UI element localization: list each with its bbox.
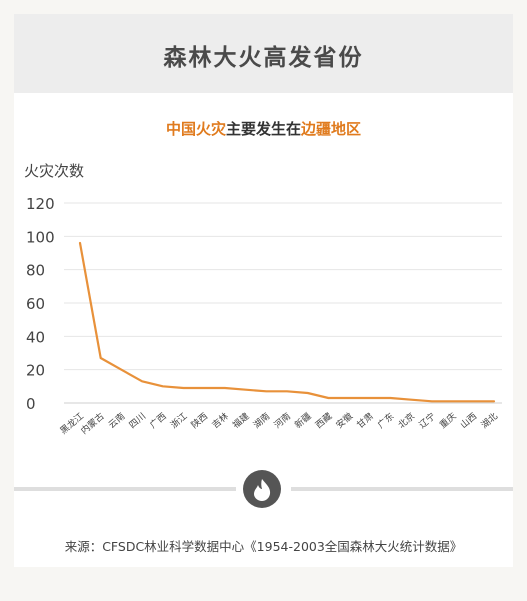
x-tick-label: 重庆 bbox=[437, 410, 459, 431]
page-title: 森林大火高发省份 bbox=[163, 45, 364, 71]
logo bbox=[243, 470, 281, 508]
flame-icon bbox=[254, 479, 271, 501]
x-tick-label: 西藏 bbox=[313, 410, 335, 431]
x-tick-label: 湖南 bbox=[251, 410, 273, 431]
x-tick-label: 河南 bbox=[271, 410, 293, 431]
x-tick-label: 四川 bbox=[128, 412, 148, 431]
subtitle-middle: 主要发生在 bbox=[225, 120, 301, 138]
x-tick-label: 浙江 bbox=[168, 410, 190, 431]
line-chart: 020406080100120黑龙江内蒙古 云南 四川 广西 浙江 陕西 吉林 福建 湖南 河南新… bbox=[26, 195, 502, 437]
divider bbox=[14, 470, 513, 508]
x-tick-label: 湖北 bbox=[479, 411, 500, 431]
subtitle-highlight-2: 边疆地区 bbox=[301, 120, 362, 138]
x-tick-label: 辽宁 bbox=[416, 410, 438, 431]
source-note: 来源：CFSDC林业科学数据中心《1954-2003全国森林大火统计数据》 bbox=[64, 539, 463, 554]
subtitle-highlight-1: 中国火灾 bbox=[165, 120, 226, 138]
x-tick-label: 吉林 bbox=[209, 410, 231, 431]
x-tick-label: 陕西 bbox=[189, 410, 211, 431]
y-axis-label: 火灾次数 bbox=[24, 162, 85, 180]
series-line bbox=[78, 241, 496, 403]
y-tick-label: 100 bbox=[26, 228, 55, 246]
x-tick-label: 广东 bbox=[375, 410, 397, 431]
x-tick-label: 广西 bbox=[147, 410, 169, 431]
y-tick-label: 0 bbox=[26, 395, 36, 413]
x-tick-label: 内蒙古 bbox=[78, 410, 106, 437]
x-tick-label: 安徽 bbox=[334, 410, 356, 431]
x-tick-label: 福建 bbox=[230, 410, 252, 431]
chart-subtitle: 中国火灾主要发生在边疆地区 bbox=[14, 118, 513, 139]
divider-line-right bbox=[291, 487, 513, 491]
y-tick-label: 40 bbox=[26, 328, 45, 346]
y-tick-label: 80 bbox=[26, 262, 45, 280]
x-tick-label: 甘肃 bbox=[354, 410, 376, 431]
y-tick-label: 20 bbox=[26, 362, 45, 380]
x-tick-label: 北京 bbox=[396, 410, 418, 431]
y-tick-label: 60 bbox=[26, 295, 45, 313]
x-tick-label: 新疆 bbox=[292, 410, 314, 431]
divider-line-left bbox=[14, 487, 236, 491]
x-tick-label: 山西 bbox=[458, 411, 479, 431]
x-tick-label: 云南 bbox=[106, 410, 128, 431]
y-tick-label: 120 bbox=[26, 195, 55, 213]
header: 森林大火高发省份 bbox=[14, 14, 513, 93]
chart-card: 森林大火高发省份 中国火灾主要发生在边疆地区 火灾次数 0 20 40 60 80 100… bbox=[14, 14, 513, 567]
